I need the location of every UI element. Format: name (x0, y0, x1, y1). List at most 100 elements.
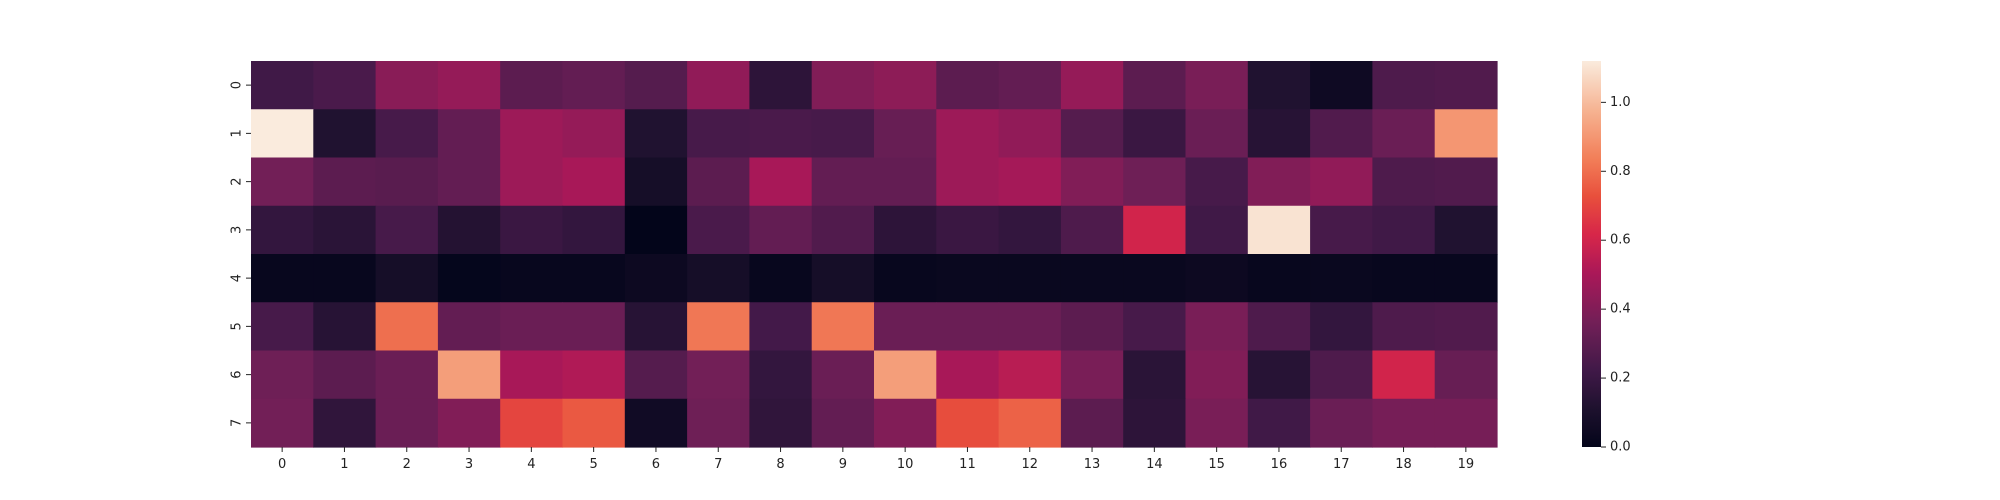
x-tick-label: 3 (465, 457, 473, 472)
heatmap-cell (811, 205, 875, 255)
heatmap-cell (1060, 205, 1124, 255)
heatmap-cell (874, 254, 937, 303)
x-tick-label: 16 (1271, 457, 1288, 472)
heatmap-cell (936, 61, 1000, 110)
heatmap-cell (1123, 350, 1187, 400)
y-axis: 0 1 2 3 4 5 6 7 (230, 81, 251, 427)
heatmap-cell (1372, 205, 1436, 255)
heatmap-cell (624, 205, 688, 255)
heatmap-cell (624, 302, 688, 352)
heatmap-cell (1434, 109, 1498, 159)
heatmap-cell (437, 254, 501, 303)
heatmap-cell (749, 350, 813, 400)
heatmap-cell (998, 302, 1062, 352)
x-tick-label: 18 (1395, 457, 1412, 472)
heatmap-cell (1185, 109, 1249, 159)
heatmap-cell (998, 398, 1062, 448)
heatmap-cell (313, 109, 377, 159)
heatmap-cell (1247, 398, 1311, 448)
heatmap-cell (251, 157, 314, 207)
heatmap-cell (749, 109, 813, 159)
heatmap-cell (1185, 61, 1249, 110)
x-tick-label: 11 (959, 457, 976, 472)
heatmap-cell (1434, 254, 1498, 303)
heatmap-cell (874, 109, 937, 159)
heatmap-cell (624, 254, 688, 303)
heatmap-cell (562, 109, 626, 159)
heatmap-cell (251, 109, 314, 159)
heatmap-cell (1372, 61, 1436, 110)
heatmap-cell (1247, 302, 1311, 352)
heatmap-cell (998, 109, 1062, 159)
colorbar-gradient (1582, 61, 1601, 447)
heatmap-cell (1060, 109, 1124, 159)
colorbar-tick-label: 0.4 (1610, 302, 1631, 317)
heatmap-cell (562, 350, 626, 400)
heatmap-cell (1434, 157, 1498, 207)
heatmap-cell (687, 157, 750, 207)
heatmap-cell (811, 350, 875, 400)
heatmap-cell (874, 350, 937, 400)
heatmap-cell (437, 350, 501, 400)
heatmap-cell (251, 61, 314, 110)
heatmap-cell (1185, 350, 1249, 400)
heatmap-cell (437, 109, 501, 159)
heatmap-cell (687, 109, 750, 159)
heatmap-cell (437, 302, 501, 352)
heatmap-cell (1372, 398, 1436, 448)
heatmap-cell (375, 350, 439, 400)
heatmap-cell (1310, 109, 1373, 159)
heatmap-cell (500, 254, 564, 303)
y-tick-label: 7 (230, 419, 245, 427)
heatmap-cell (313, 254, 377, 303)
heatmap-cell (1310, 398, 1373, 448)
heatmap-cell (936, 398, 1000, 448)
heatmap-cell (936, 205, 1000, 255)
heatmap-cell (1060, 398, 1124, 448)
heatmap-cell (313, 302, 377, 352)
heatmap-cell (375, 205, 439, 255)
heatmap-cell (936, 109, 1000, 159)
heatmap-cell (1247, 205, 1311, 255)
heatmap-cell (1060, 61, 1124, 110)
heatmap-cell (251, 205, 314, 255)
heatmap-cell (562, 398, 626, 448)
heatmap-cell (998, 205, 1062, 255)
heatmap-cell (1060, 157, 1124, 207)
x-tick-label: 15 (1208, 457, 1225, 472)
heatmap-cell (624, 157, 688, 207)
y-tick-label: 2 (230, 177, 245, 185)
heatmap-cell (500, 61, 564, 110)
heatmap-cell (874, 157, 937, 207)
x-tick-label: 4 (527, 457, 535, 472)
x-tick-label: 2 (403, 457, 411, 472)
heatmap-cell (1060, 350, 1124, 400)
y-tick-label: 4 (230, 274, 245, 282)
heatmap-cell (1123, 157, 1187, 207)
x-tick-label: 12 (1021, 457, 1038, 472)
heatmap-cell (624, 350, 688, 400)
colorbar: 0.0 0.2 0.4 0.6 0.8 1.0 (1582, 61, 1631, 455)
heatmap-cell (1123, 109, 1187, 159)
x-tick-label: 8 (776, 457, 784, 472)
heatmap-cell (936, 157, 1000, 207)
heatmap-cell (874, 302, 937, 352)
heatmap-cell (874, 205, 937, 255)
heatmap-cell (313, 350, 377, 400)
heatmap-cell (1310, 254, 1373, 303)
x-tick-label: 10 (897, 457, 914, 472)
heatmap-cell (500, 350, 564, 400)
heatmap-cell (1185, 205, 1249, 255)
heatmap-cell (437, 205, 501, 255)
heatmap-cell (562, 157, 626, 207)
x-tick-label: 17 (1333, 457, 1350, 472)
heatmap-cell (749, 302, 813, 352)
heatmap-cell (687, 61, 750, 110)
heatmap-cell (1185, 302, 1249, 352)
heatmap-cell (749, 157, 813, 207)
heatmap-cell (500, 109, 564, 159)
heatmap-cell (1434, 302, 1498, 352)
heatmap-cell (251, 350, 314, 400)
heatmap-cell (1123, 398, 1187, 448)
